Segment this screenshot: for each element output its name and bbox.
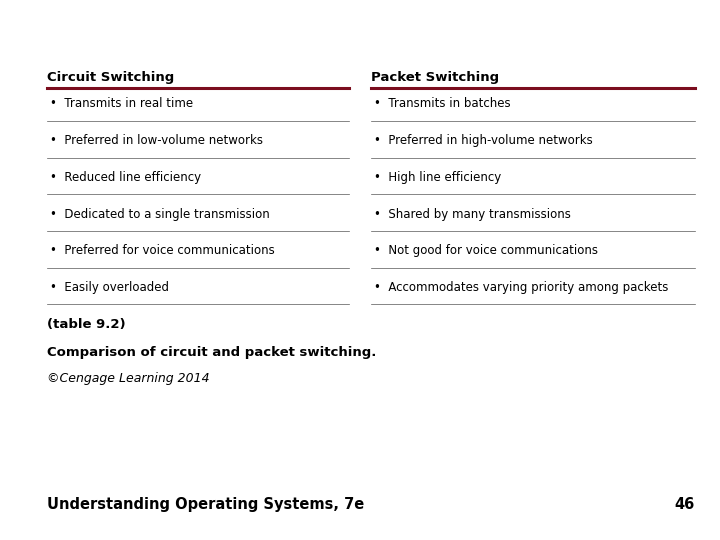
- Text: •  Shared by many transmissions: • Shared by many transmissions: [374, 207, 571, 220]
- Text: Comparison of circuit and packet switching.: Comparison of circuit and packet switchi…: [47, 346, 376, 359]
- Text: Circuit Switching: Circuit Switching: [47, 71, 174, 84]
- Text: •  Easily overloaded: • Easily overloaded: [50, 281, 169, 294]
- Text: •  High line efficiency: • High line efficiency: [374, 171, 502, 184]
- Text: •  Not good for voice communications: • Not good for voice communications: [374, 244, 598, 257]
- Text: •  Transmits in real time: • Transmits in real time: [50, 97, 194, 110]
- Text: •  Transmits in batches: • Transmits in batches: [374, 97, 511, 110]
- Text: Understanding Operating Systems, 7e: Understanding Operating Systems, 7e: [47, 497, 364, 512]
- Text: 46: 46: [675, 497, 695, 512]
- Text: •  Preferred for voice communications: • Preferred for voice communications: [50, 244, 275, 257]
- Text: •  Preferred in high-volume networks: • Preferred in high-volume networks: [374, 134, 593, 147]
- Text: •  Preferred in low-volume networks: • Preferred in low-volume networks: [50, 134, 264, 147]
- Text: (table 9.2): (table 9.2): [47, 318, 125, 331]
- Text: •  Accommodates varying priority among packets: • Accommodates varying priority among pa…: [374, 281, 669, 294]
- Text: •  Dedicated to a single transmission: • Dedicated to a single transmission: [50, 207, 270, 220]
- Text: Packet Switching: Packet Switching: [371, 71, 499, 84]
- Text: •  Reduced line efficiency: • Reduced line efficiency: [50, 171, 202, 184]
- Text: ©Cengage Learning 2014: ©Cengage Learning 2014: [47, 372, 210, 385]
